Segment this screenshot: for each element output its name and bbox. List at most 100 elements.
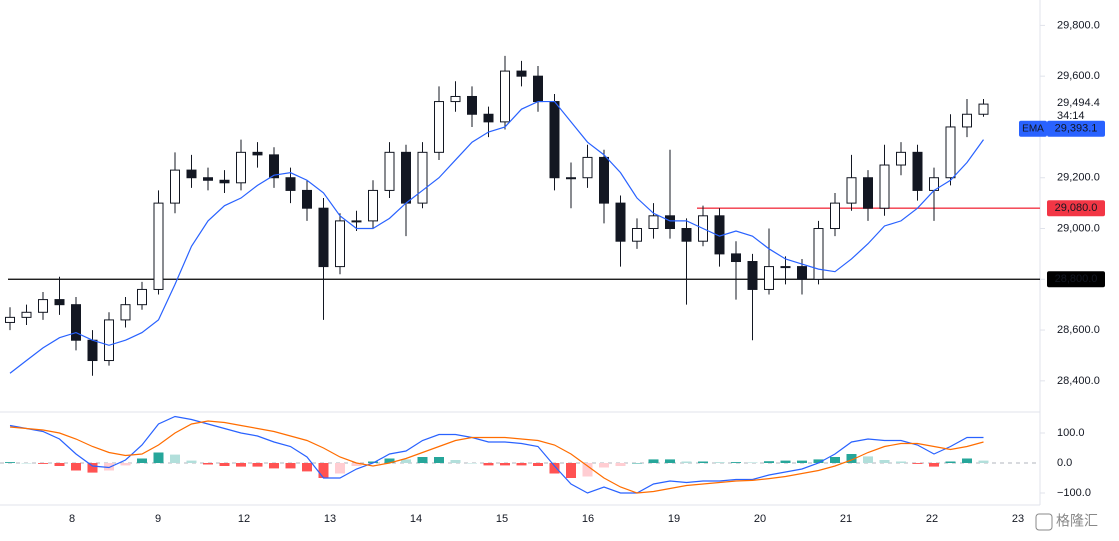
candle-body [731, 253, 741, 263]
histogram-bar [764, 461, 774, 463]
candle-body [450, 95, 461, 103]
candle-body [681, 228, 692, 242]
candle-body [599, 156, 609, 204]
histogram-bar [846, 454, 857, 463]
histogram-bar [681, 461, 692, 463]
histogram-bar [467, 463, 477, 464]
x-tick-label: 22 [926, 513, 938, 525]
histogram-bar [665, 459, 675, 463]
candle-body [747, 261, 758, 290]
candle-body [417, 151, 428, 204]
candle-body [665, 215, 675, 230]
candle-body [351, 220, 362, 223]
candle-body [236, 151, 246, 184]
candle-body [813, 228, 824, 280]
price-label-box [1047, 200, 1105, 217]
candle-body [318, 207, 329, 268]
histogram-bar [104, 463, 114, 471]
candle-body [483, 113, 494, 123]
candle-body [896, 151, 906, 166]
histogram-bar [566, 463, 576, 478]
y-tick-label: 29,600.0 [1057, 70, 1100, 82]
histogram-bar [351, 463, 362, 466]
histogram-bar [203, 463, 213, 465]
x-tick-label: 21 [840, 513, 852, 525]
histogram-bar [912, 463, 923, 464]
candle-body [516, 70, 527, 77]
countdown: 34:14 [1057, 110, 1085, 122]
candle-body [384, 151, 395, 191]
candle-body [780, 266, 791, 269]
y-tick-label: −100.0 [1057, 487, 1091, 499]
histogram-bar [401, 459, 411, 463]
y-tick-label: 28,600.0 [1057, 324, 1100, 336]
histogram-bar [38, 463, 48, 464]
candle-body [533, 75, 543, 103]
candle-body [87, 339, 98, 362]
histogram-bar [813, 459, 824, 463]
watermark-logo [1035, 513, 1053, 531]
watermark: 格隆汇 [1056, 513, 1098, 529]
ema-line [9, 100, 984, 374]
candle-body [285, 177, 296, 191]
histogram-bar [863, 456, 873, 463]
candle-body [846, 177, 857, 204]
x-tick-label: 14 [410, 513, 422, 525]
candle-body [797, 266, 807, 280]
candle-body [252, 151, 263, 156]
x-tick-label: 12 [238, 513, 250, 525]
histogram-bar [269, 463, 279, 469]
histogram-bar [945, 461, 956, 463]
x-tick-label: 23 [1012, 513, 1024, 525]
histogram-bar [698, 461, 708, 463]
candle-body [566, 177, 576, 180]
histogram-bar [417, 457, 428, 463]
histogram-bar [615, 463, 626, 466]
macd-line [9, 415, 984, 494]
price-label: 28,800.0 [1055, 273, 1098, 285]
candle-body [153, 202, 164, 290]
histogram-bar [516, 463, 527, 466]
candle-body [500, 70, 510, 123]
x-tick-label: 9 [155, 513, 161, 525]
histogram-bar [714, 462, 725, 463]
price-label-box [1047, 271, 1105, 288]
y-tick-label: 28,400.0 [1057, 375, 1100, 387]
last-price: 29,494.4 [1057, 97, 1100, 109]
ema-value-box [1047, 120, 1105, 137]
candle-body [120, 304, 131, 321]
histogram-bar [318, 463, 329, 478]
histogram-bar [71, 463, 81, 471]
y-tick-label: 29,800.0 [1057, 19, 1100, 31]
candle-body [203, 177, 213, 181]
ema-name-box [1019, 120, 1047, 137]
histogram-bar [731, 462, 741, 463]
histogram-bar [5, 462, 15, 463]
histogram-bar [285, 463, 296, 469]
histogram-bar [120, 463, 131, 466]
candle-body [269, 154, 279, 179]
candle-body [648, 215, 659, 230]
candle-body [38, 299, 48, 313]
histogram-bar [450, 460, 461, 463]
candle-body [21, 311, 32, 318]
histogram-bar [335, 463, 345, 474]
candle-body [434, 101, 444, 153]
histogram-bar [500, 463, 510, 466]
histogram-bar [533, 463, 543, 466]
y-tick-label: 29,000.0 [1057, 222, 1100, 234]
candle-body [368, 189, 378, 222]
y-tick-label: 100.0 [1057, 427, 1085, 439]
histogram-bar [219, 463, 230, 466]
candle-body [830, 202, 840, 230]
histogram-bar [830, 457, 840, 463]
ema-name: EMA [1022, 123, 1044, 134]
candle-body [401, 151, 411, 204]
x-tick-label: 15 [496, 513, 508, 525]
ema-value: 29,393.1 [1055, 123, 1098, 135]
histogram-bar [896, 461, 906, 463]
candle-body [54, 299, 65, 306]
histogram-bar [747, 462, 758, 463]
histogram-bar [153, 452, 164, 463]
candle-body [219, 179, 230, 184]
